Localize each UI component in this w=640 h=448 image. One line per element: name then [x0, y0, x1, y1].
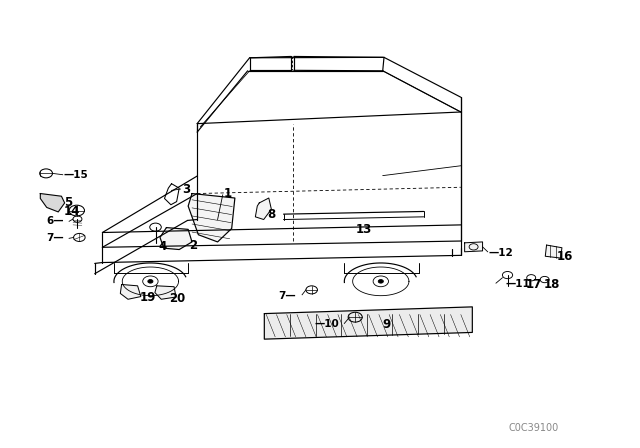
Text: 2: 2: [189, 238, 198, 252]
Text: 17: 17: [526, 277, 542, 291]
Text: 4: 4: [159, 240, 167, 253]
Text: —15: —15: [64, 170, 89, 180]
Text: C0C39100: C0C39100: [509, 423, 559, 433]
Text: 20: 20: [170, 292, 186, 306]
Text: 19: 19: [140, 291, 156, 304]
Text: 7—: 7—: [46, 233, 64, 243]
Text: 1: 1: [224, 187, 232, 201]
Polygon shape: [120, 284, 141, 299]
Text: 9: 9: [383, 318, 391, 331]
Text: 7—: 7—: [278, 291, 296, 301]
Text: 3: 3: [182, 182, 191, 196]
Polygon shape: [545, 245, 562, 258]
Text: —12: —12: [489, 248, 514, 258]
Polygon shape: [264, 307, 472, 339]
Polygon shape: [255, 198, 271, 220]
Text: 18: 18: [543, 277, 560, 291]
Text: 13: 13: [355, 223, 371, 236]
Text: 16: 16: [557, 250, 573, 263]
Polygon shape: [155, 286, 176, 299]
Circle shape: [148, 280, 153, 283]
Text: 14: 14: [64, 205, 81, 218]
Polygon shape: [160, 228, 192, 250]
Text: 8: 8: [268, 207, 276, 221]
Polygon shape: [40, 194, 65, 212]
Polygon shape: [465, 242, 483, 252]
Text: —11: —11: [506, 279, 531, 289]
Text: 5: 5: [64, 196, 72, 209]
Polygon shape: [188, 194, 235, 242]
Text: 6—: 6—: [47, 216, 64, 226]
Text: —10: —10: [314, 319, 339, 329]
Circle shape: [378, 280, 383, 283]
